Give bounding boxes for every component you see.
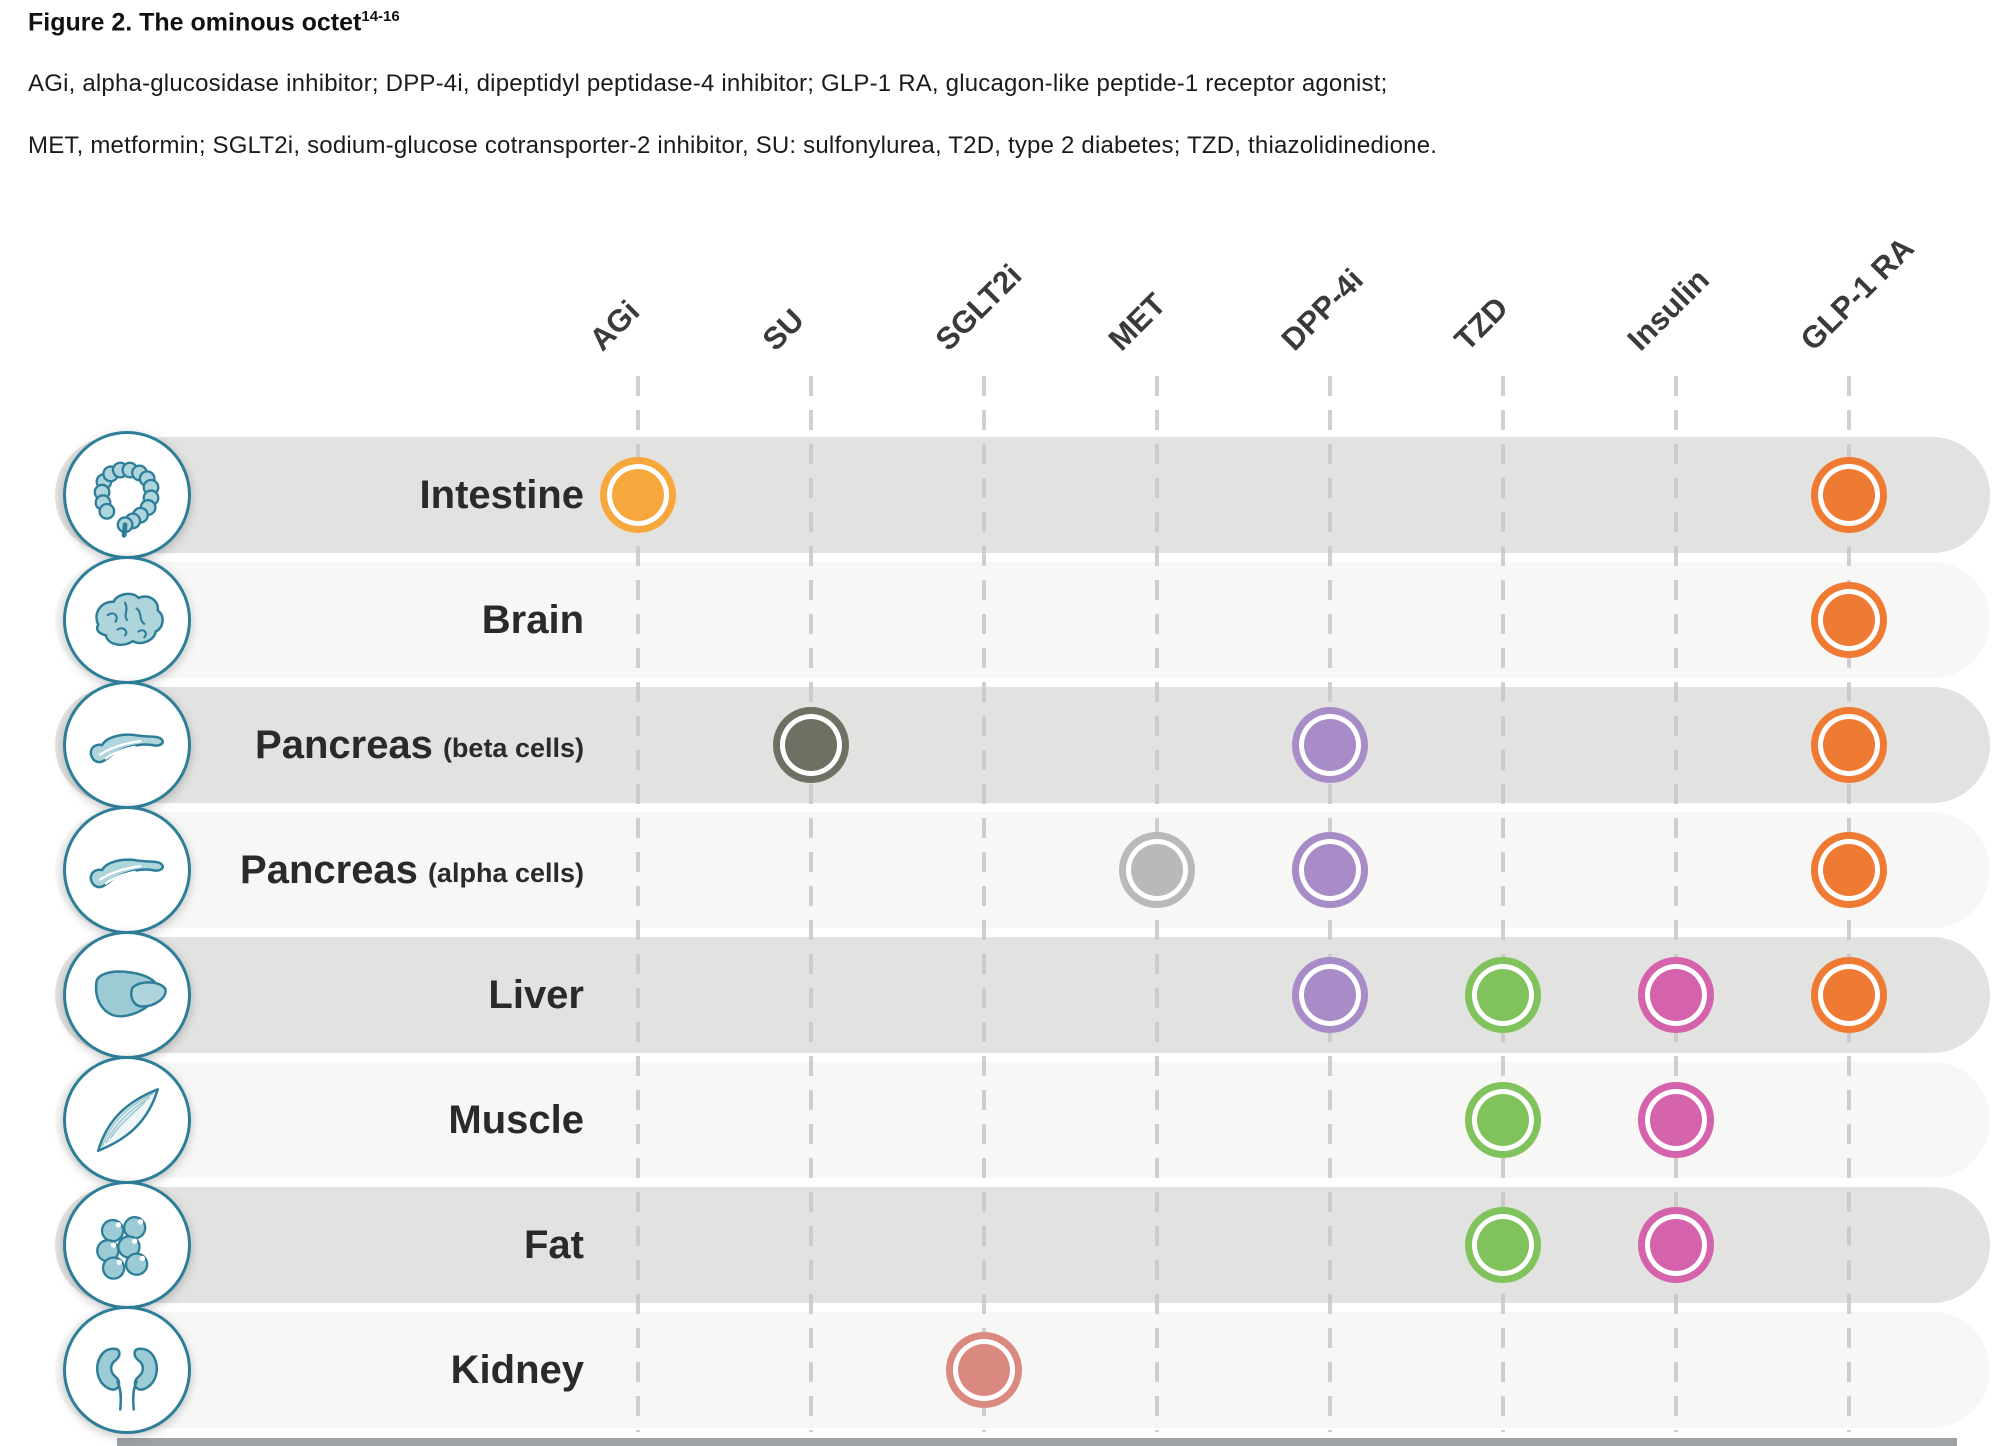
- column-header-agi: AGi: [582, 293, 647, 358]
- pancreas-icon: [63, 806, 191, 934]
- organ-row-band-pancreas-beta-cells: [55, 687, 1990, 803]
- column-header-insulin: Insulin: [1620, 261, 1716, 358]
- column-header-su: SU: [755, 302, 811, 358]
- organ-label-box: Kidney: [220, 1312, 584, 1428]
- matrix-dot-pancreas-beta-cells-su: [773, 707, 849, 783]
- organ-label: Liver: [488, 972, 584, 1017]
- organ-label-box: Pancreas (beta cells): [220, 687, 584, 803]
- organ-label-box: Pancreas (alpha cells): [220, 812, 584, 928]
- brain-icon: [63, 556, 191, 684]
- matrix-dot-liver-glp-1-ra: [1811, 957, 1887, 1033]
- organ-label-box: Muscle: [220, 1062, 584, 1178]
- matrix-dot-liver-insulin: [1638, 957, 1714, 1033]
- matrix-dot-fat-insulin: [1638, 1207, 1714, 1283]
- abbreviation-caption-line1: AGi, alpha-glucosidase inhibitor; DPP-4i…: [28, 70, 1388, 97]
- intestine-icon: [63, 431, 191, 559]
- organ-label: Pancreas: [255, 722, 433, 767]
- organ-label-box: Liver: [220, 937, 584, 1053]
- matrix-dot-intestine-glp-1-ra: [1811, 457, 1887, 533]
- matrix-dot-fat-tzd: [1465, 1207, 1541, 1283]
- column-header-sglt2i: SGLT2i: [928, 257, 1029, 358]
- pancreas-icon: [63, 681, 191, 809]
- column-gridline-sglt2i: [982, 376, 986, 1432]
- organ-label-box: Fat: [220, 1187, 584, 1303]
- organ-label: Brain: [481, 597, 584, 642]
- matrix-dot-pancreas-beta-cells-dpp-4i: [1292, 707, 1368, 783]
- organ-label: Muscle: [448, 1097, 584, 1142]
- matrix-dot-muscle-tzd: [1465, 1082, 1541, 1158]
- matrix-dot-kidney-sglt2i: [946, 1332, 1022, 1408]
- liver-icon: [63, 931, 191, 1059]
- column-header-tzd: TZD: [1447, 289, 1515, 358]
- fat-icon: [63, 1181, 191, 1309]
- organ-label: Kidney: [450, 1347, 584, 1392]
- organ-row-band-intestine: [55, 437, 1990, 553]
- figure-title-text: Figure 2. The ominous octet: [28, 8, 362, 37]
- bottom-divider-bar: [117, 1438, 1957, 1446]
- matrix-dot-pancreas-beta-cells-glp-1-ra: [1811, 707, 1887, 783]
- matrix-dot-liver-dpp-4i: [1292, 957, 1368, 1033]
- organ-row-band-brain: [55, 562, 1990, 678]
- matrix-dot-brain-glp-1-ra: [1811, 582, 1887, 658]
- organ-label-box: Intestine: [220, 437, 584, 553]
- figure-title: Figure 2. The ominous octet14-16: [28, 8, 400, 37]
- column-header-dpp-4i: DPP-4i: [1274, 261, 1370, 358]
- organ-label: Pancreas: [240, 847, 418, 892]
- column-gridline-tzd: [1501, 376, 1505, 1432]
- column-gridline-agi: [636, 376, 640, 1432]
- column-gridline-insulin: [1674, 376, 1678, 1432]
- organ-label: Fat: [524, 1222, 584, 1267]
- matrix-dot-liver-tzd: [1465, 957, 1541, 1033]
- muscle-icon: [63, 1056, 191, 1184]
- column-gridline-su: [809, 376, 813, 1432]
- matrix-dot-muscle-insulin: [1638, 1082, 1714, 1158]
- organ-row-band-pancreas-alpha-cells: [55, 812, 1990, 928]
- figure-reference-superscript: 14-16: [361, 8, 400, 25]
- column-header-met: MET: [1101, 286, 1173, 358]
- abbreviation-caption-line2: MET, metformin; SGLT2i, sodium-glucose c…: [28, 132, 1438, 159]
- matrix-dot-pancreas-alpha-cells-dpp-4i: [1292, 832, 1368, 908]
- organ-sublabel: (beta cells): [442, 732, 584, 763]
- kidney-icon: [63, 1306, 191, 1434]
- matrix-dot-pancreas-alpha-cells-met: [1119, 832, 1195, 908]
- organ-row-band-kidney: [55, 1312, 1990, 1428]
- matrix-dot-intestine-agi: [600, 457, 676, 533]
- organ-sublabel: (alpha cells): [427, 857, 584, 888]
- matrix-dot-pancreas-alpha-cells-glp-1-ra: [1811, 832, 1887, 908]
- organ-label-box: Brain: [220, 562, 584, 678]
- organ-label: Intestine: [419, 472, 584, 517]
- column-header-glp-1-ra: GLP-1 RA: [1793, 230, 1921, 358]
